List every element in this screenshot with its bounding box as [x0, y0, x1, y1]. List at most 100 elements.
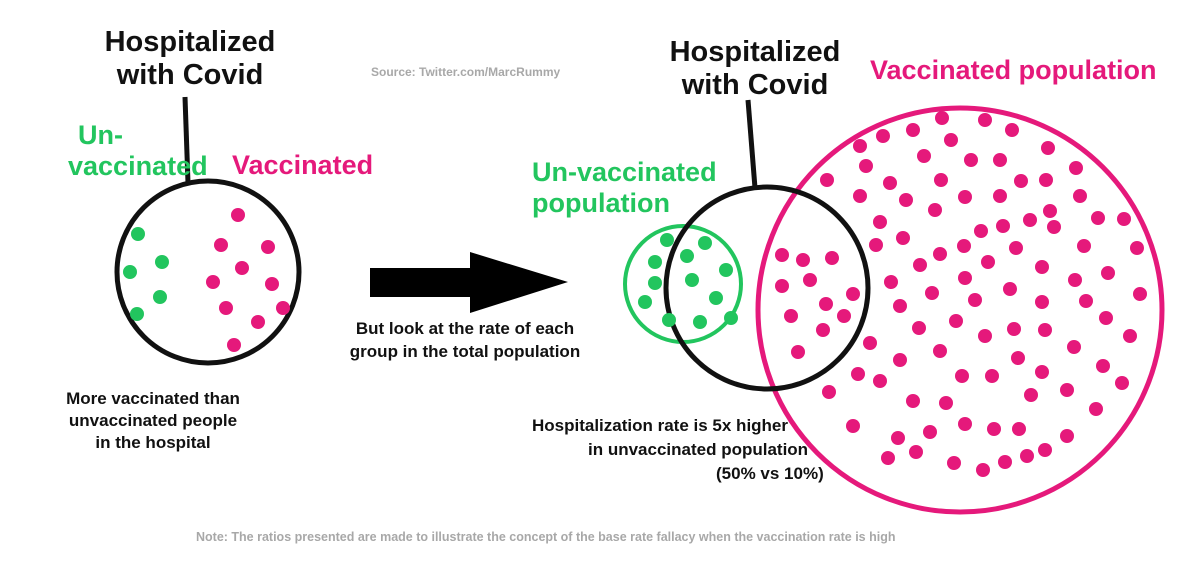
vaccinated-dot: [998, 455, 1012, 469]
vaccinated-dot: [978, 329, 992, 343]
vaccinated-dot: [873, 215, 887, 229]
left-unvaccinated-line1: Un-: [78, 120, 123, 150]
right-unvaccinated-dots: [638, 233, 738, 329]
vaccinated-dot: [819, 297, 833, 311]
left-vaccinated-dots: [206, 208, 290, 352]
vaccinated-dot: [1003, 282, 1017, 296]
unvaccinated-dot: [123, 265, 137, 279]
arrow-caption-line2: group in the total population: [349, 341, 581, 361]
vaccinated-dot: [851, 367, 865, 381]
vaccinated-dot: [1060, 429, 1074, 443]
vaccinated-dot: [820, 173, 834, 187]
vaccinated-dot: [1043, 204, 1057, 218]
vaccinated-dot: [1047, 220, 1061, 234]
vaccinated-dot: [816, 323, 830, 337]
vaccinated-dot: [1096, 359, 1110, 373]
right-unvaccinated-label: Un-vaccinated population: [532, 157, 717, 219]
vaccinated-dot: [944, 133, 958, 147]
vaccinated-dot: [899, 193, 913, 207]
vaccinated-dot: [1077, 239, 1091, 253]
vaccinated-dot: [993, 189, 1007, 203]
vaccinated-dot: [214, 238, 228, 252]
left-hospital-pointer-line: [182, 96, 191, 184]
unvaccinated-dot: [719, 263, 733, 277]
unvaccinated-dot: [709, 291, 723, 305]
vaccinated-dot: [1035, 295, 1049, 309]
vaccinated-dot: [935, 111, 949, 125]
vaccinated-dot: [1101, 266, 1115, 280]
vaccinated-dot: [964, 153, 978, 167]
arrow-caption: But look at the rate of each group in th…: [335, 318, 595, 364]
vaccinated-dot: [957, 239, 971, 253]
vaccinated-dot: [219, 301, 233, 315]
unvaccinated-dot: [153, 290, 167, 304]
vaccinated-dot: [974, 224, 988, 238]
vaccinated-dot: [1117, 212, 1131, 226]
vaccinated-dot: [917, 149, 931, 163]
right-arrow-icon: [370, 252, 568, 313]
vaccinated-dot: [906, 123, 920, 137]
vaccinated-dot: [784, 309, 798, 323]
vaccinated-dot: [1123, 329, 1137, 343]
left-hospital-label: Hospitalized with Covid: [100, 26, 280, 93]
vaccinated-dot: [803, 273, 817, 287]
vaccinated-dot: [265, 277, 279, 291]
right-unvaccinated-line2: population: [532, 188, 670, 219]
vaccinated-dot: [1099, 311, 1113, 325]
left-unvaccinated-dots: [123, 227, 169, 321]
right-hospital-label: Hospitalized with Covid: [665, 36, 845, 103]
unvaccinated-dot: [724, 311, 738, 325]
vaccinated-dot: [881, 451, 895, 465]
vaccinated-dot: [987, 422, 1001, 436]
vaccinated-dot: [981, 255, 995, 269]
unvaccinated-dot: [131, 227, 145, 241]
vaccinated-dot: [1089, 402, 1103, 416]
right-hospital-pointer-line: [745, 99, 758, 189]
vaccinated-dot: [978, 113, 992, 127]
unvaccinated-dot: [680, 249, 694, 263]
unvaccinated-dot: [662, 313, 676, 327]
vaccinated-dot: [1069, 161, 1083, 175]
vaccinated-dot: [796, 253, 810, 267]
vaccinated-dot: [925, 286, 939, 300]
vaccinated-dot: [939, 396, 953, 410]
left-hospital-circle: [114, 178, 302, 366]
vaccinated-dot: [1091, 211, 1105, 225]
vaccinated-dot: [837, 309, 851, 323]
vaccinated-dot: [1038, 323, 1052, 337]
vaccinated-dot: [251, 315, 265, 329]
vaccinated-dot: [846, 419, 860, 433]
vaccinated-dot: [934, 173, 948, 187]
vaccinated-dot: [909, 445, 923, 459]
unvaccinated-dot: [648, 255, 662, 269]
left-vaccinated-label: Vaccinated: [232, 150, 374, 180]
vaccinated-dot: [825, 251, 839, 265]
vaccinated-dot: [958, 417, 972, 431]
vaccinated-dot: [928, 203, 942, 217]
vaccinated-dot: [1130, 241, 1144, 255]
vaccinated-dot: [993, 153, 1007, 167]
vaccinated-dot: [955, 369, 969, 383]
vaccinated-dot: [206, 275, 220, 289]
left-unvaccinated-line2: vaccinated: [68, 151, 208, 182]
vaccinated-dot: [883, 176, 897, 190]
rate-caption-line1: Hospitalization rate is 5x higher: [532, 416, 789, 435]
vaccinated-dot: [231, 208, 245, 222]
vaccinated-dot: [1024, 388, 1038, 402]
vaccinated-dot: [1068, 273, 1082, 287]
unvaccinated-dot: [693, 315, 707, 329]
vaccinated-dot: [227, 338, 241, 352]
vaccinated-dot: [923, 425, 937, 439]
right-hospital-label-line1: Hospitalized: [669, 36, 841, 68]
rate-caption: Hospitalization rate is 5x higher in unv…: [532, 414, 824, 485]
vaccinated-dot: [876, 129, 890, 143]
vaccinated-dot: [822, 385, 836, 399]
right-vaccinated-dots: [775, 111, 1147, 477]
vaccinated-dot: [1079, 294, 1093, 308]
left-hospital-label-line1: Hospitalized: [104, 26, 276, 58]
right-hospital-label-line2: with Covid: [681, 69, 829, 102]
footnote: Note: The ratios presented are made to i…: [196, 530, 896, 544]
unvaccinated-dot: [685, 273, 699, 287]
vaccinated-population-circle: [755, 105, 1165, 515]
vaccinated-dot: [1023, 213, 1037, 227]
